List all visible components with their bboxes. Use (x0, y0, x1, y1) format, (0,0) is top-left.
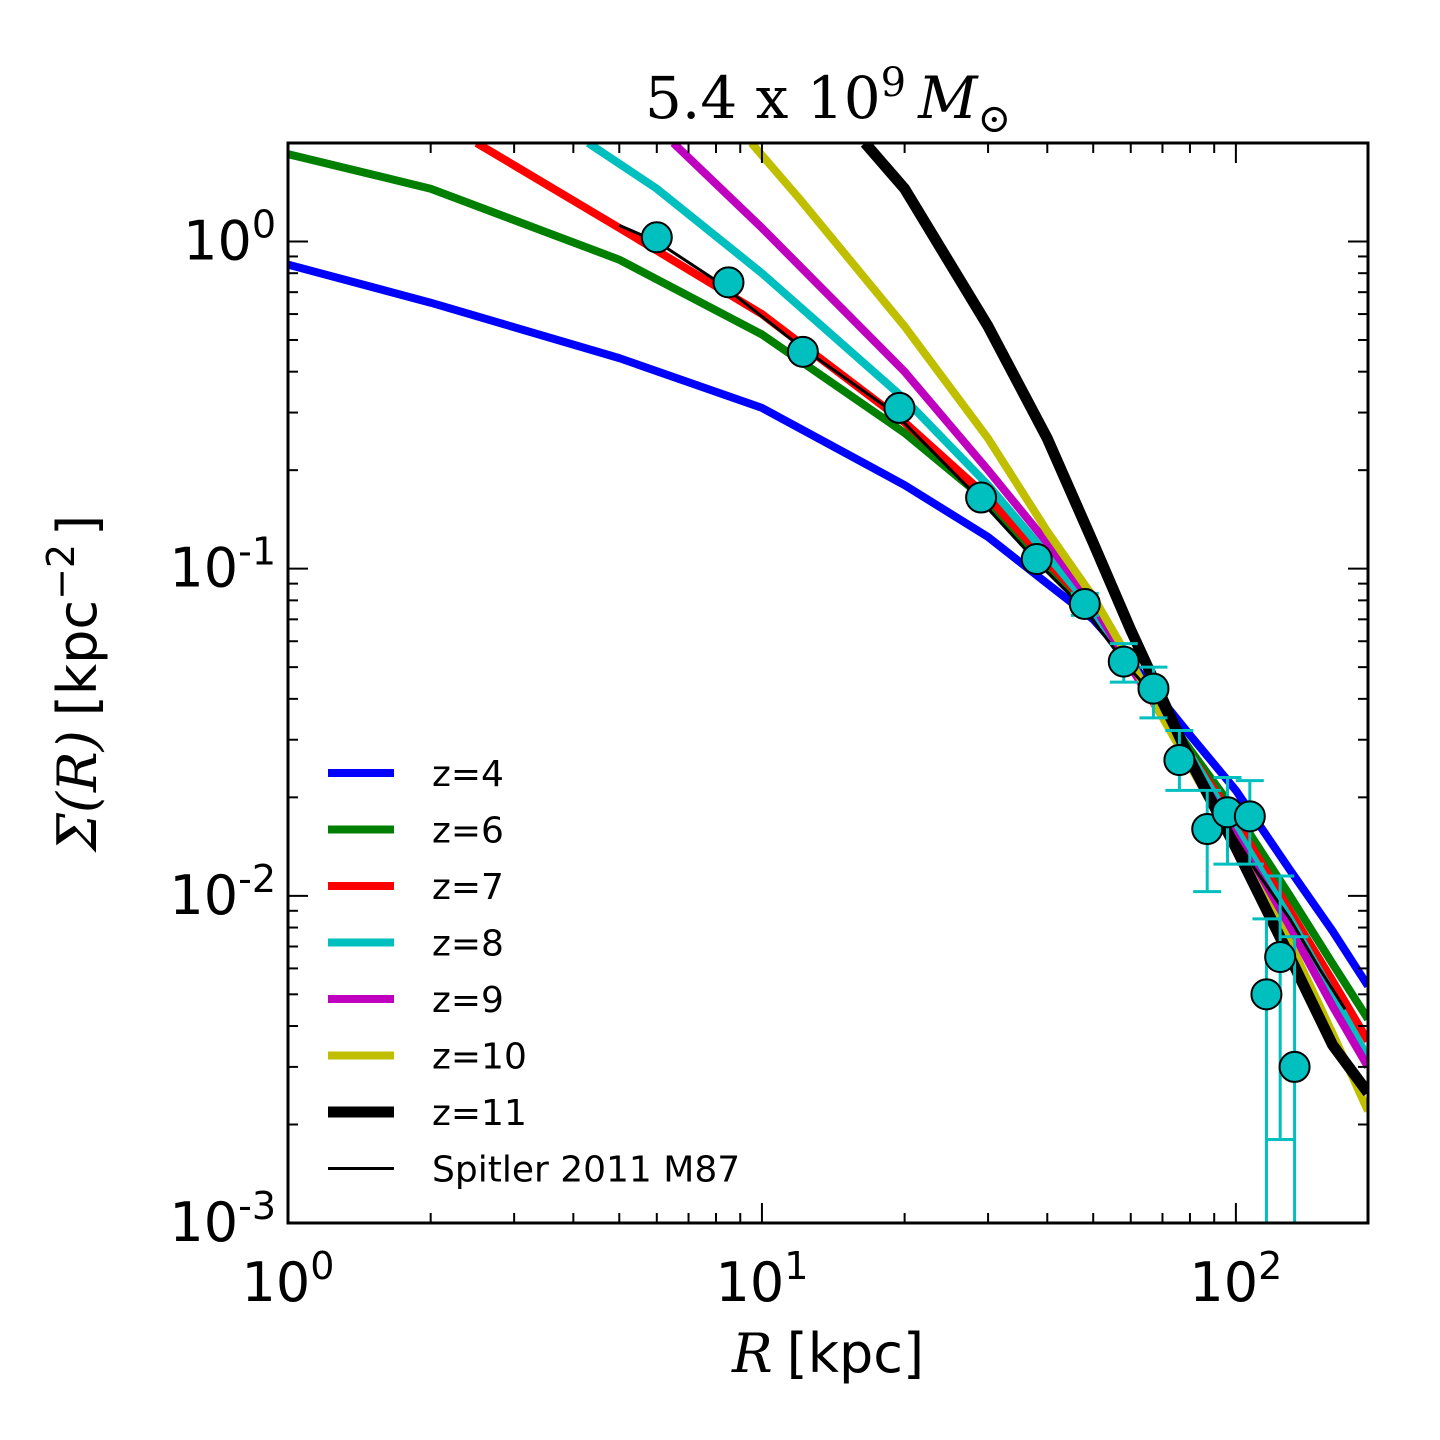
x-tick-label: 102 (1189, 1244, 1282, 1314)
legend: z=4 z=6 z=7 z=8 z=9 z=10 z=11 Spitler 2011 M87 (328, 754, 740, 1191)
data-point (883, 391, 916, 424)
data-point (786, 335, 819, 368)
x-axis-label: R [kpc] (731, 1322, 924, 1385)
y-axis-label: Σ(R)[kpc−2] (39, 515, 109, 853)
data-point (712, 266, 745, 299)
data-point (1233, 800, 1266, 833)
data-point (1107, 645, 1140, 678)
legend-item: z=10 (328, 1037, 527, 1078)
legend-label: z=4 (432, 754, 504, 795)
x-tick-label: 100 (242, 1244, 335, 1314)
series-line-z-11 (860, 143, 1368, 1097)
y-tick-label: 10-2 (169, 857, 276, 927)
data-point (965, 481, 998, 514)
data-point (1020, 543, 1053, 576)
legend-label: z=9 (432, 980, 504, 1021)
legend-item: z=9 (328, 980, 504, 1021)
data-point (1137, 672, 1170, 705)
legend-label: z=7 (432, 867, 504, 908)
data-markers (640, 221, 1311, 1083)
legend-item: z=8 (328, 924, 504, 965)
legend-label: z=11 (432, 1093, 527, 1134)
error-bar (1252, 917, 1281, 1223)
legend-item: z=11 (328, 1093, 527, 1134)
data-point (1163, 744, 1196, 777)
legend-label: z=8 (432, 924, 504, 965)
x-tick-label: 101 (715, 1244, 808, 1314)
chart-title: 5.4 x 109 M⊙ (645, 60, 1011, 142)
tick-labels: 100 101 102 100 10-1 10-2 10-3 (169, 202, 1282, 1314)
legend-item: z=6 (328, 811, 504, 852)
legend-item: z=4 (328, 754, 504, 795)
data-point (1250, 978, 1283, 1011)
data-point (640, 221, 673, 254)
y-tick-label: 10-3 (169, 1184, 276, 1254)
data-point (1068, 587, 1101, 620)
error-bar (1266, 874, 1295, 1141)
data-point (1264, 941, 1297, 974)
data-point (1278, 1050, 1311, 1083)
plot-frame (286, 141, 1370, 1225)
series-line-z-10 (748, 143, 1368, 1113)
legend-item: Spitler 2011 M87 (328, 1150, 740, 1191)
series-line-spitler-2011-m87 (618, 224, 1347, 1011)
legend-label: z=10 (432, 1037, 527, 1078)
y-tick-label: 10-1 (169, 530, 276, 600)
axis-ticks (287, 142, 1368, 1224)
legend-item: z=7 (328, 867, 504, 908)
legend-label: z=6 (432, 811, 504, 852)
legend-label: Spitler 2011 M87 (432, 1150, 740, 1191)
y-tick-label: 100 (183, 202, 276, 272)
